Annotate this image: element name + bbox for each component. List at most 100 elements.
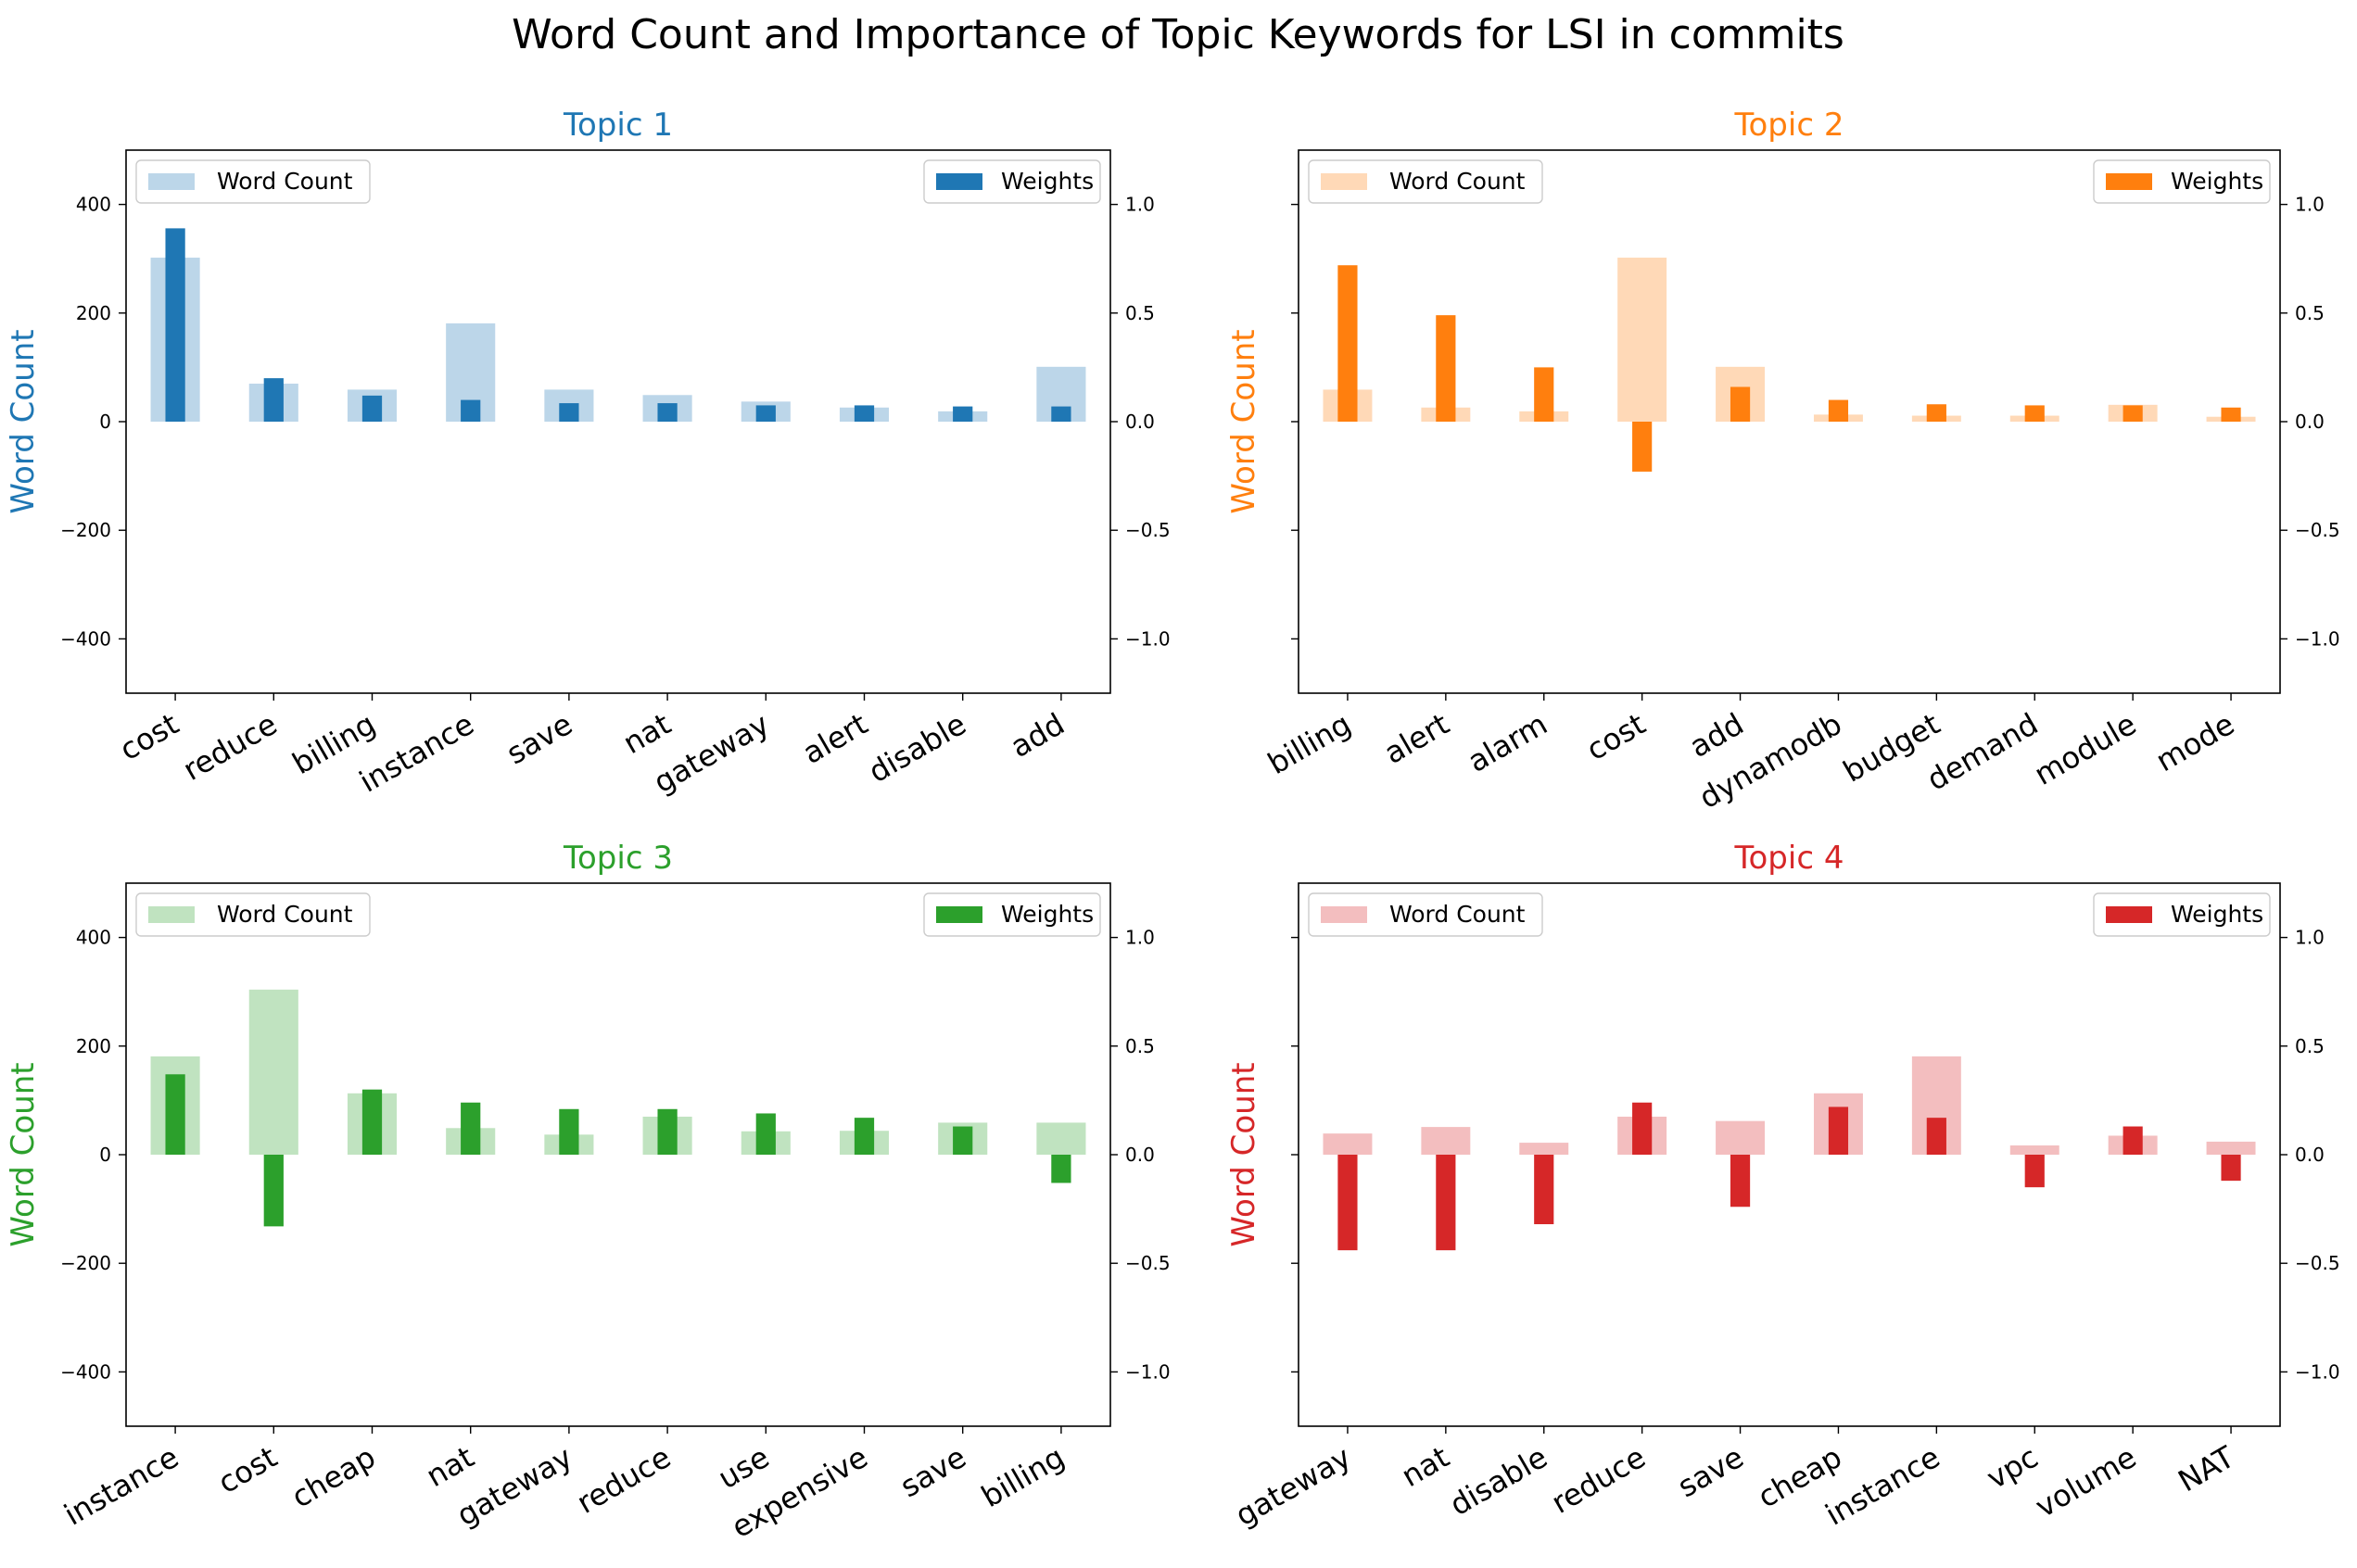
- word-count-bar-cost: [248, 989, 298, 1155]
- weight-bar-nat: [461, 1102, 481, 1155]
- x-tick-label-demand: demand: [1920, 706, 2044, 798]
- y-axis-label: Word Count: [5, 1062, 42, 1246]
- subplot-title: Topic 2: [1734, 107, 1844, 144]
- weight-bar-cheap: [361, 1089, 383, 1155]
- word-count-bar-vpc: [2009, 1145, 2059, 1155]
- x-tick-label-add: add: [1005, 706, 1071, 765]
- legend-box: [923, 159, 1101, 204]
- right-tick-label: −1.0: [2295, 627, 2340, 650]
- right-tick-label: 0.0: [1125, 411, 1155, 433]
- x-tick-label-cost: cost: [212, 1439, 283, 1500]
- weight-bar-nat: [1436, 1155, 1456, 1251]
- weight-bar-nat: [657, 403, 678, 422]
- weight-bar-reduce: [1632, 1102, 1653, 1155]
- right-tick-label: 1.0: [2295, 927, 2325, 949]
- weight-bar-gateway: [559, 1108, 579, 1155]
- weight-bar-reduce: [263, 378, 284, 422]
- right-tick-label: −0.5: [1125, 1252, 1171, 1274]
- left-tick-label: −200: [60, 519, 111, 541]
- subplot-title: Topic 3: [563, 840, 673, 877]
- legend-swatch: [2106, 906, 2152, 923]
- left-tick-label: −400: [60, 627, 111, 650]
- right-tick-label: −1.0: [1125, 627, 1171, 650]
- legend-label: Weights: [1001, 901, 1094, 928]
- right-tick-label: 0.5: [1125, 1035, 1155, 1057]
- weight-bar-vpc: [2024, 1155, 2045, 1188]
- legend-word-count: Word Count: [135, 159, 371, 204]
- left-tick-label: 400: [76, 194, 111, 216]
- x-tick-label-disable: disable: [1444, 1439, 1553, 1523]
- right-tick-label: −0.5: [2295, 519, 2340, 541]
- weight-bar-dynamodb: [1828, 399, 1849, 422]
- weight-bar-gateway: [755, 405, 776, 422]
- word-count-bar-NAT: [2206, 1141, 2256, 1155]
- legend-weights: Weights: [2093, 159, 2271, 204]
- y-axis-label: Word Count: [5, 329, 42, 513]
- legend-weights: Weights: [923, 892, 1101, 937]
- weight-bar-demand: [2024, 405, 2045, 422]
- right-tick-label: 0.0: [2295, 411, 2325, 433]
- x-tick-label-save: save: [1672, 1439, 1750, 1504]
- weight-bar-instance: [461, 399, 481, 422]
- x-tick-label-billing: billing: [975, 1439, 1071, 1514]
- x-tick-label-billing: billing: [1261, 706, 1357, 781]
- x-tick-label-disable: disable: [863, 706, 972, 790]
- weight-bar-alarm: [1534, 367, 1554, 422]
- legend-swatch: [2106, 173, 2152, 190]
- figure-title: Word Count and Importance of Topic Keywo…: [512, 11, 1844, 58]
- x-tick-label-cost: cost: [114, 706, 184, 767]
- x-tick-label-reduce: reduce: [177, 706, 283, 788]
- x-tick-label-vpc: vpc: [1981, 1439, 2044, 1496]
- word-count-bar-gateway: [1323, 1133, 1373, 1155]
- x-tick-label-gateway: gateway: [1229, 1439, 1357, 1533]
- weight-bar-alert: [854, 405, 875, 422]
- weight-bar-mode: [2221, 407, 2241, 422]
- right-tick-label: −1.0: [2295, 1360, 2340, 1383]
- weight-bar-budget: [1926, 404, 1946, 422]
- x-tick-label-alert: alert: [1378, 706, 1455, 771]
- weight-bar-add: [1051, 406, 1071, 422]
- right-tick-label: 0.0: [2295, 1144, 2325, 1166]
- legend-swatch: [148, 173, 195, 190]
- word-count-bar-disable: [1519, 1143, 1569, 1155]
- legend-box: [2093, 892, 2271, 937]
- x-tick-label-use: use: [712, 1439, 775, 1496]
- x-tick-label-instance: instance: [58, 1439, 184, 1533]
- legend-label: Weights: [2171, 168, 2263, 195]
- left-tick-label: 0: [99, 1144, 111, 1166]
- legend-label: Weights: [2171, 901, 2263, 928]
- legend-swatch: [936, 173, 982, 190]
- weight-bar-billing: [1051, 1155, 1071, 1183]
- weight-bar-instance: [165, 1074, 185, 1155]
- legend-word-count: Word Count: [1308, 892, 1543, 937]
- weight-bar-cost: [263, 1155, 284, 1227]
- y-axis-label: Word Count: [1225, 1062, 1262, 1246]
- x-tick-label-instance: instance: [1819, 1439, 1945, 1533]
- right-tick-label: 1.0: [2295, 194, 2325, 216]
- legend-swatch: [1321, 906, 1367, 923]
- left-tick-label: 200: [76, 302, 111, 324]
- weight-bar-add: [1730, 386, 1751, 422]
- legend-swatch: [1321, 173, 1367, 190]
- left-tick-label: 0: [99, 411, 111, 433]
- weight-bar-alert: [1436, 315, 1456, 422]
- word-count-bar-nat: [1421, 1127, 1471, 1155]
- x-tick-label-save: save: [894, 1439, 972, 1504]
- word-count-bar-billing: [1036, 1122, 1086, 1155]
- legend-word-count: Word Count: [135, 892, 371, 937]
- subplot-title: Topic 4: [1734, 840, 1844, 877]
- weight-bar-expensive: [854, 1118, 875, 1155]
- right-tick-label: 0.5: [1125, 302, 1155, 324]
- x-tick-label-save: save: [501, 706, 578, 771]
- left-tick-label: 200: [76, 1035, 111, 1057]
- left-tick-label: 400: [76, 927, 111, 949]
- x-tick-label-alarm: alarm: [1462, 706, 1553, 779]
- x-tick-label-nat: nat: [617, 706, 677, 761]
- legend-weights: Weights: [2093, 892, 2271, 937]
- weight-bar-disable: [953, 406, 973, 422]
- weight-bar-cost: [165, 228, 185, 422]
- right-tick-label: 1.0: [1125, 927, 1155, 949]
- legend-label: Word Count: [217, 901, 353, 928]
